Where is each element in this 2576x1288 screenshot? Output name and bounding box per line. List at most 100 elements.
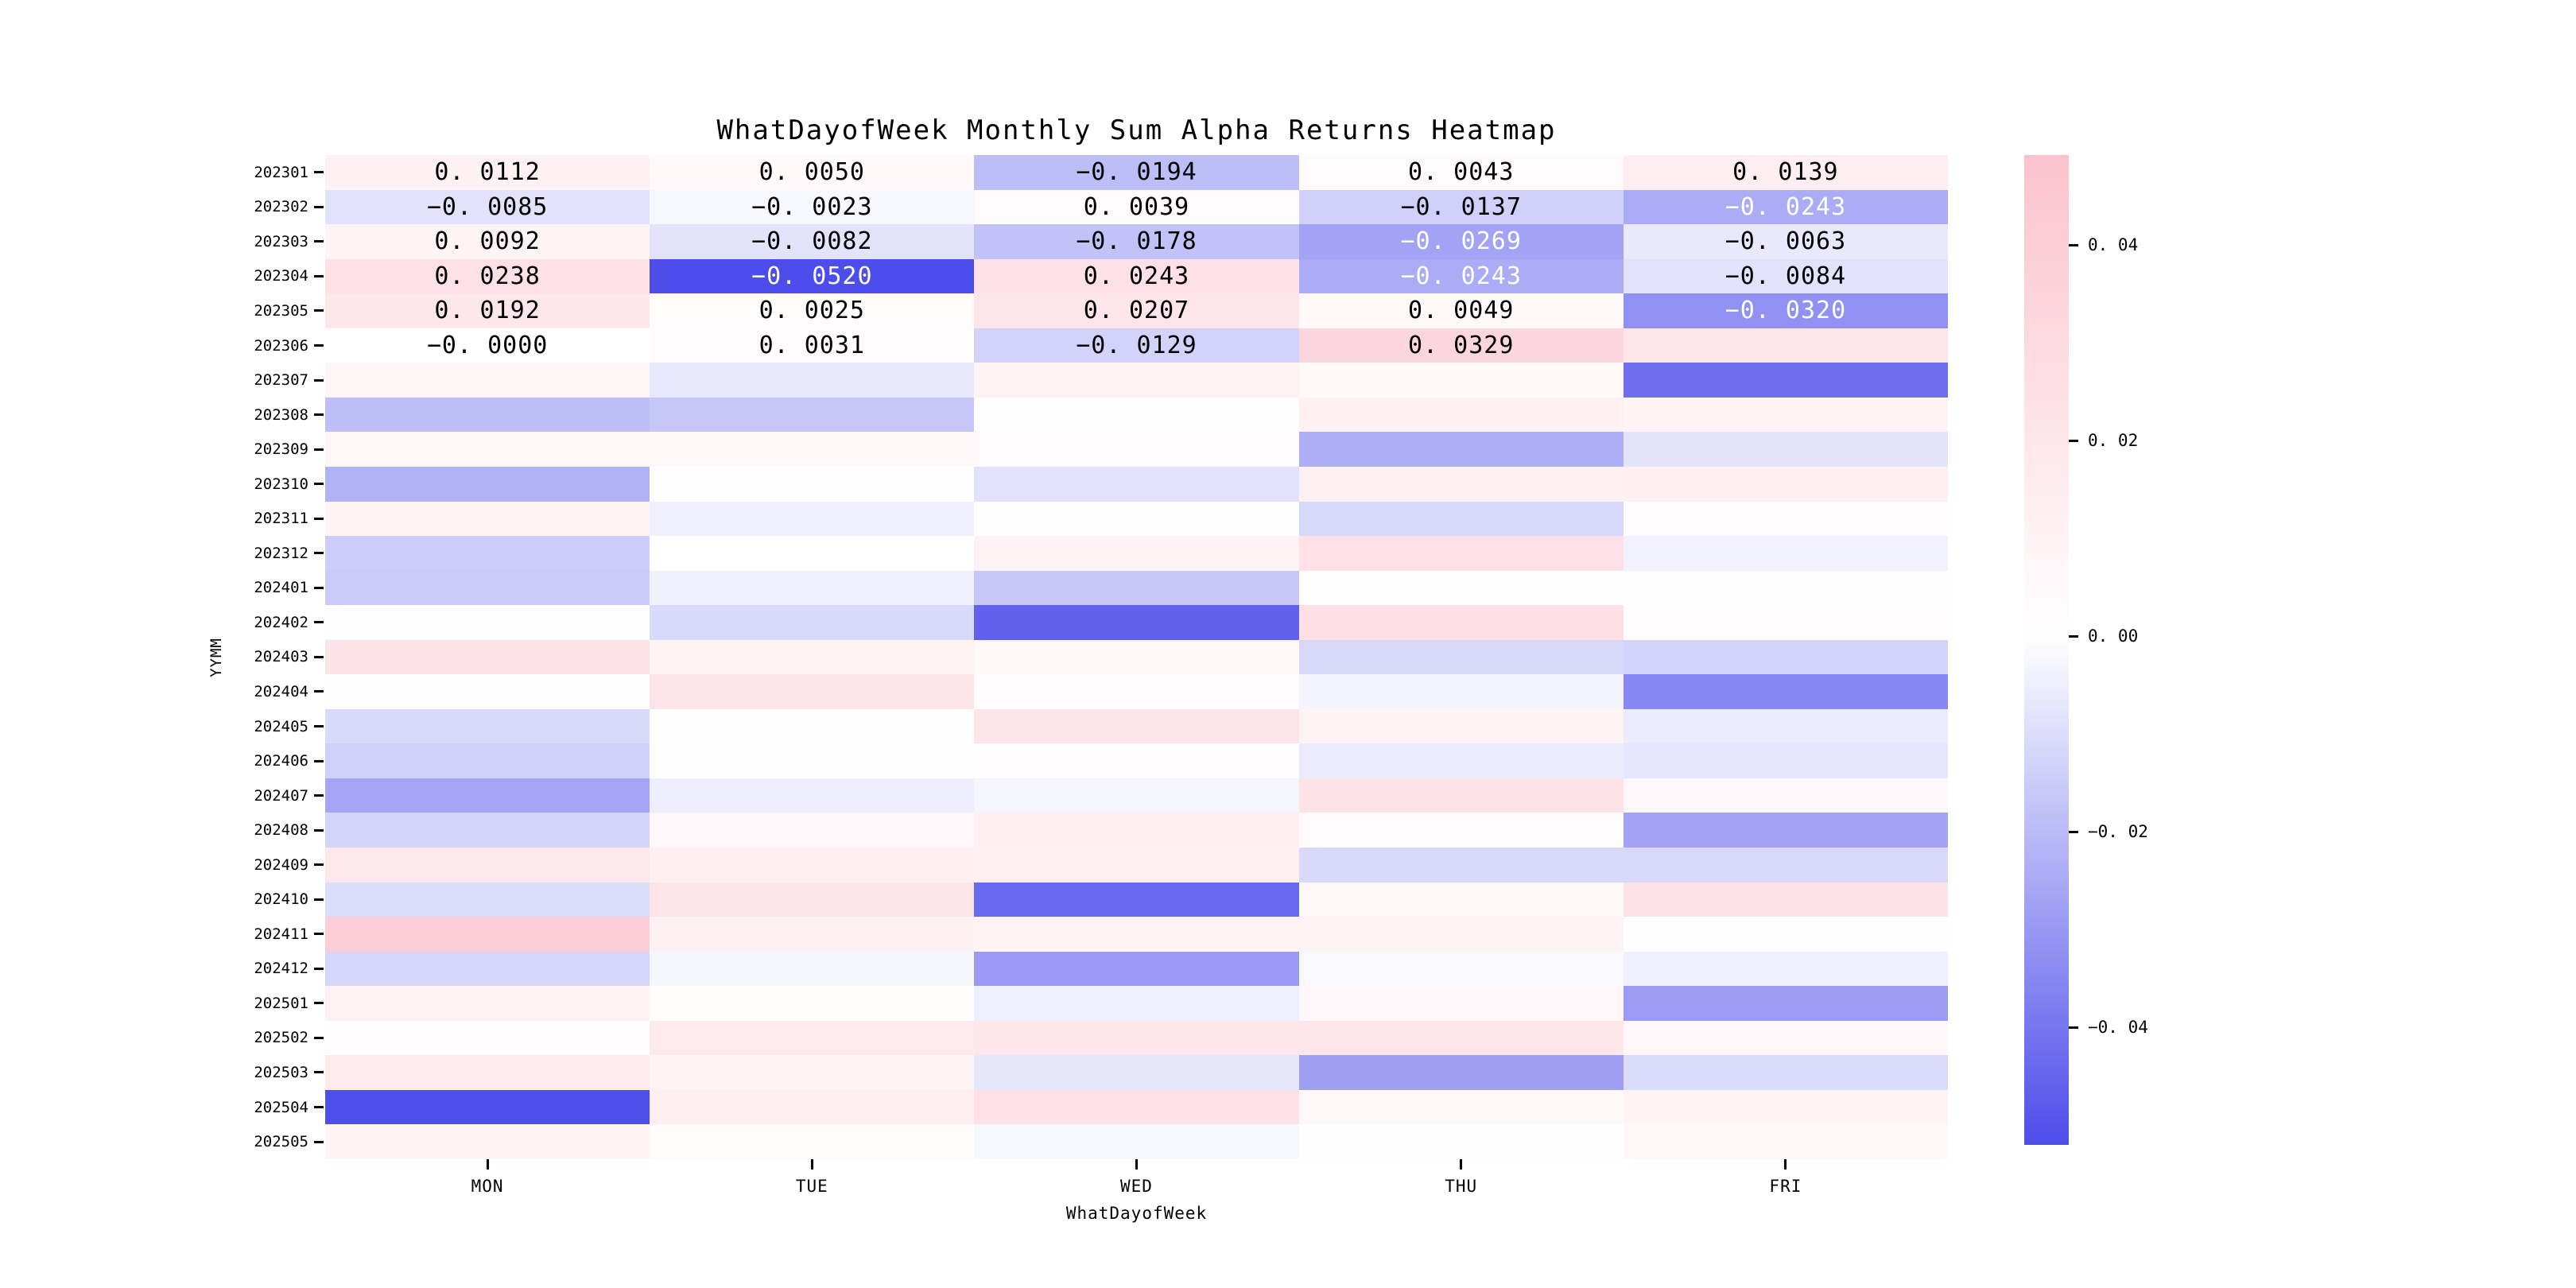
x-axis-ticks bbox=[325, 1159, 1948, 1170]
y-tick-mark bbox=[314, 483, 324, 486]
heatmap-cell bbox=[1298, 363, 1624, 398]
heatmap-cell: −0. 0269 bbox=[1298, 224, 1624, 259]
heatmap-cell: 0. 0192 bbox=[325, 293, 650, 328]
colorbar-tick-label: −0. 02 bbox=[2088, 822, 2148, 842]
heatmap-cell: −0. 0178 bbox=[974, 224, 1299, 259]
heatmap-cell bbox=[650, 639, 975, 675]
heatmap-cell bbox=[650, 951, 975, 987]
heatmap-cell bbox=[974, 743, 1299, 778]
heatmap-cell bbox=[325, 570, 650, 606]
heatmap-cell bbox=[974, 466, 1299, 502]
heatmap-cell bbox=[1298, 778, 1624, 813]
heatmap-cell bbox=[1298, 432, 1624, 467]
heatmap-cell bbox=[1298, 917, 1624, 952]
colorbar-tick-label: 0. 00 bbox=[2088, 627, 2139, 646]
heatmap-cell bbox=[974, 605, 1299, 640]
heatmap-cell bbox=[325, 882, 650, 918]
heatmap-cell bbox=[650, 605, 975, 640]
heatmap-cell bbox=[1298, 501, 1624, 537]
y-tick-label: 202408 bbox=[254, 821, 308, 840]
y-tick-mark bbox=[314, 1002, 324, 1005]
heatmap-cell bbox=[974, 882, 1299, 918]
x-tick-mark bbox=[486, 1159, 489, 1170]
colorbar-tick-mark bbox=[2069, 243, 2078, 246]
y-axis-tick-labels: 202301 202302 202303 202304 202305 202306 2023… bbox=[159, 155, 324, 1159]
heatmap-cell bbox=[325, 674, 650, 709]
heatmap-cell bbox=[325, 813, 650, 848]
x-tick-label: WED bbox=[1120, 1177, 1153, 1196]
heatmap-cell: −0. 0023 bbox=[650, 189, 975, 225]
heatmap-cell bbox=[1623, 432, 1948, 467]
heatmap-cell bbox=[1623, 917, 1948, 952]
colorbar-tick-label: 0. 02 bbox=[2088, 431, 2139, 451]
heatmap-cell bbox=[974, 536, 1299, 571]
heatmap-cell bbox=[1298, 951, 1624, 987]
heatmap-cell bbox=[650, 917, 975, 952]
y-tick-mark bbox=[314, 517, 324, 520]
y-tick-mark bbox=[314, 933, 324, 936]
heatmap-cell bbox=[974, 778, 1299, 813]
heatmap-cell bbox=[974, 1124, 1299, 1159]
heatmap-cell bbox=[325, 1020, 650, 1056]
y-tick-label: 202501 bbox=[254, 994, 308, 1012]
y-tick-label: 202310 bbox=[254, 475, 308, 493]
y-tick-label: 202410 bbox=[254, 890, 308, 909]
colorbar-tick-mark bbox=[2069, 1026, 2078, 1029]
heatmap-cell: −0. 0000 bbox=[325, 328, 650, 363]
heatmap-cell bbox=[325, 501, 650, 537]
heatmap-cell bbox=[325, 848, 650, 883]
colorbar bbox=[2024, 155, 2069, 1145]
y-tick-label: 202304 bbox=[254, 267, 308, 285]
heatmap-cell bbox=[1298, 1089, 1624, 1125]
heatmap-cell bbox=[650, 778, 975, 813]
heatmap-cell bbox=[650, 986, 975, 1021]
heatmap-cell bbox=[1298, 813, 1624, 848]
y-tick-label: 202306 bbox=[254, 336, 308, 355]
y-tick-label: 202307 bbox=[254, 371, 308, 390]
heatmap-cell: 0. 0207 bbox=[974, 293, 1299, 328]
heatmap-cell bbox=[325, 1055, 650, 1090]
heatmap-cell: −0. 0194 bbox=[974, 155, 1299, 190]
heatmap-cell bbox=[1623, 882, 1948, 918]
y-tick-label: 202405 bbox=[254, 717, 308, 735]
heatmap-cell bbox=[325, 951, 650, 987]
heatmap-cell bbox=[1623, 986, 1948, 1021]
heatmap-cell bbox=[325, 778, 650, 813]
heatmap-cell bbox=[325, 363, 650, 398]
heatmap-cell bbox=[1298, 466, 1624, 502]
heatmap-cell bbox=[325, 1089, 650, 1125]
heatmap-cell bbox=[974, 986, 1299, 1021]
y-tick-mark bbox=[314, 378, 324, 382]
heatmap-cell bbox=[1623, 639, 1948, 675]
heatmap-cell: 0. 0049 bbox=[1298, 293, 1624, 328]
heatmap-cell bbox=[650, 882, 975, 918]
y-tick-label: 202302 bbox=[254, 198, 308, 216]
y-tick-mark bbox=[314, 274, 324, 277]
y-tick-mark bbox=[314, 1036, 324, 1039]
x-tick-label: FRI bbox=[1769, 1177, 1802, 1196]
heatmap-cell bbox=[325, 536, 650, 571]
heatmap-cell: 0. 0112 bbox=[325, 155, 650, 190]
y-tick-label: 202404 bbox=[254, 682, 308, 700]
heatmap-cell bbox=[1623, 743, 1948, 778]
heatmap-cell bbox=[325, 1124, 650, 1159]
heatmap-cell bbox=[325, 917, 650, 952]
heatmap-cell: −0. 0085 bbox=[325, 189, 650, 225]
y-tick-mark bbox=[314, 448, 324, 451]
heatmap-cell bbox=[650, 1124, 975, 1159]
heatmap-cell: −0. 0137 bbox=[1298, 189, 1624, 225]
heatmap-cell: 0. 0043 bbox=[1298, 155, 1624, 190]
heatmap-cell bbox=[1623, 778, 1948, 813]
heatmap-grid: 0. 0112 0. 0050 −0. 0194 0. 0043 0. 0139 −0. … bbox=[325, 155, 1948, 1159]
colorbar-tick-label: −0. 04 bbox=[2088, 1018, 2148, 1038]
y-tick-mark bbox=[314, 171, 324, 174]
heatmap-cell bbox=[650, 813, 975, 848]
y-tick-mark bbox=[314, 828, 324, 832]
heatmap-cell bbox=[1298, 848, 1624, 883]
y-tick-label: 202311 bbox=[254, 510, 308, 528]
heatmap-cell bbox=[974, 813, 1299, 848]
heatmap-cell bbox=[1623, 848, 1948, 883]
colorbar-tick-label: 0. 04 bbox=[2088, 235, 2139, 255]
x-tick-mark bbox=[1135, 1159, 1138, 1170]
heatmap-cell bbox=[1623, 570, 1948, 606]
